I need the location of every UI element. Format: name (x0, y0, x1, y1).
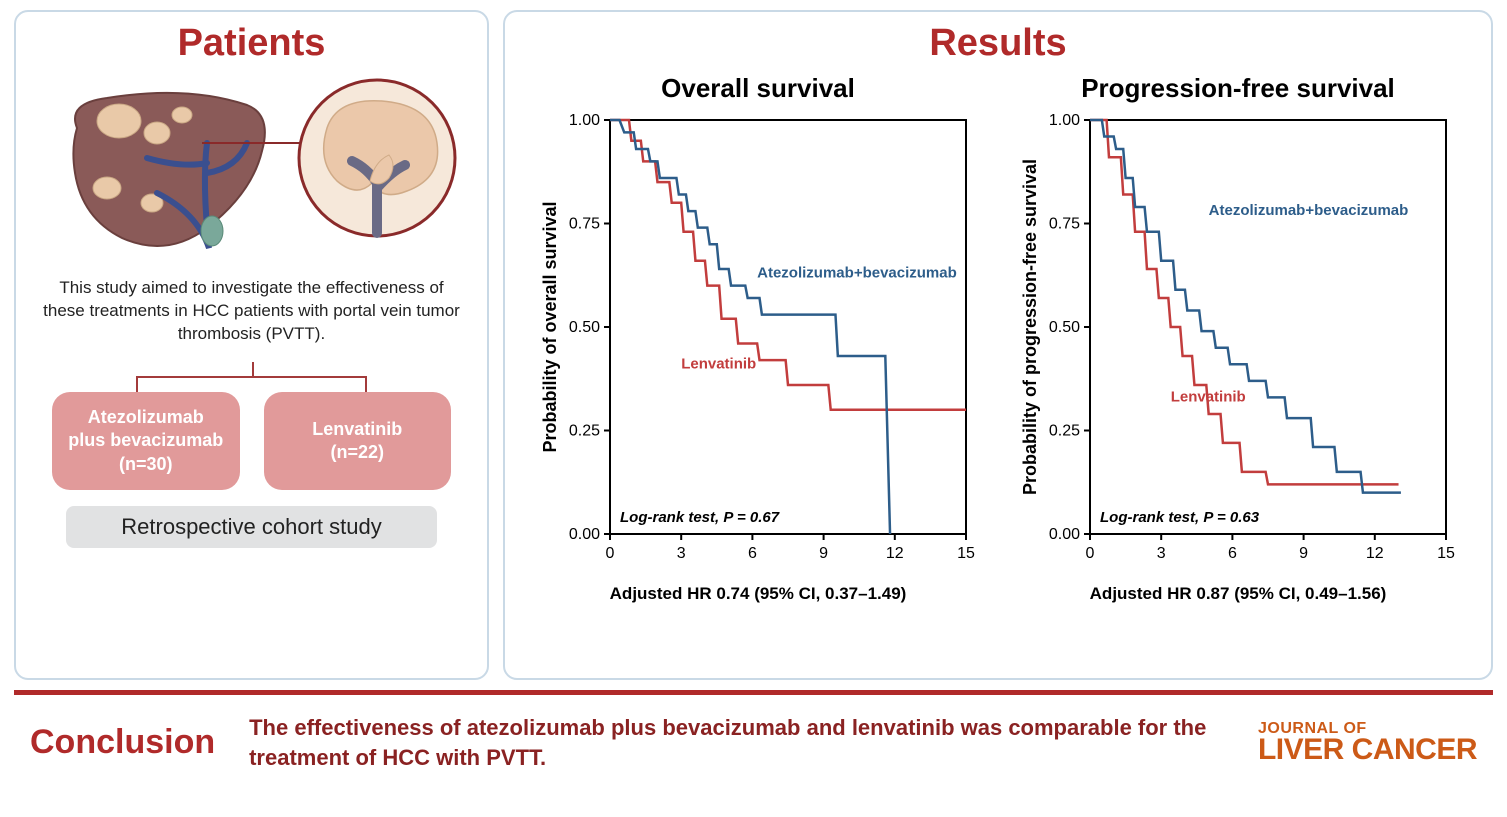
charts-row: Overall survival 0.00 0.25 0.50 0.75 1.00 0 3 6… (523, 73, 1473, 664)
svg-text:15: 15 (1437, 545, 1455, 562)
arm-bracket (36, 362, 467, 392)
patients-title: Patients (178, 22, 326, 65)
results-title: Results (929, 22, 1066, 65)
km-chart-pfs: 0.00 0.25 0.50 0.75 1.00 0 3 6 9 12 15 Probability … (1018, 110, 1458, 580)
svg-text:Lenvatinib: Lenvatinib (681, 355, 756, 372)
journal-logo: JOURNAL OF LIVER CANCER (1258, 721, 1477, 765)
arm-row: Atezolizumab plus bevacizumab (n=30) Len… (36, 392, 467, 490)
svg-text:12: 12 (886, 545, 904, 562)
svg-text:0.50: 0.50 (569, 319, 600, 336)
hr-pfs: Adjusted HR 0.87 (95% CI, 0.49–1.56) (1090, 584, 1387, 604)
chart-title-os: Overall survival (661, 73, 855, 104)
svg-text:Probability of progression-fre: Probability of progression-free survival (1020, 159, 1040, 495)
svg-text:3: 3 (677, 545, 686, 562)
svg-text:Probability of overall surviva: Probability of overall survival (540, 201, 560, 452)
arm2-l1: Lenvatinib (274, 418, 442, 441)
hr-os: Adjusted HR 0.74 (95% CI, 0.37–1.49) (610, 584, 907, 604)
svg-text:0.00: 0.00 (1049, 526, 1080, 543)
chart-col-os: Overall survival 0.00 0.25 0.50 0.75 1.00 0 3 6… (523, 73, 993, 664)
svg-text:15: 15 (957, 545, 975, 562)
svg-text:0.25: 0.25 (1049, 423, 1080, 440)
svg-text:0.00: 0.00 (569, 526, 600, 543)
svg-text:Log-rank test, P = 0.67: Log-rank test, P = 0.67 (620, 509, 780, 526)
study-type: Retrospective cohort study (66, 506, 437, 548)
patients-panel: Patients (14, 10, 489, 680)
svg-text:Atezolizumab+bevacizumab: Atezolizumab+bevacizumab (757, 264, 957, 281)
svg-text:9: 9 (819, 545, 828, 562)
svg-text:1.00: 1.00 (1049, 112, 1080, 129)
main-row: Patients (0, 0, 1507, 680)
svg-text:Log-rank test, P = 0.63: Log-rank test, P = 0.63 (1100, 509, 1260, 526)
svg-text:Lenvatinib: Lenvatinib (1171, 389, 1246, 406)
svg-text:6: 6 (748, 545, 757, 562)
chart-title-pfs: Progression-free survival (1081, 73, 1395, 104)
liver-illustration (36, 73, 467, 273)
conclusion-label: Conclusion (30, 723, 215, 762)
svg-text:0.75: 0.75 (569, 216, 600, 233)
svg-text:9: 9 (1299, 545, 1308, 562)
svg-text:1.00: 1.00 (569, 112, 600, 129)
svg-text:3: 3 (1157, 545, 1166, 562)
svg-text:6: 6 (1228, 545, 1237, 562)
arm1-n: (n=30) (119, 454, 173, 474)
journal-bot: LIVER CANCER (1258, 736, 1477, 765)
results-panel: Results Overall survival 0.00 0.25 0.50 0.7… (503, 10, 1493, 680)
arm2-n: (n=22) (274, 441, 442, 464)
study-description: This study aimed to investigate the effe… (36, 277, 467, 346)
svg-text:0: 0 (606, 545, 615, 562)
svg-text:0: 0 (1086, 545, 1095, 562)
chart-col-pfs: Progression-free survival 0.000.250.500.… (1003, 73, 1473, 664)
arm1-l1: Atezolizumab (88, 407, 204, 427)
svg-text:12: 12 (1366, 545, 1384, 562)
footer-row: Conclusion The effectiveness of atezoliz… (0, 695, 1507, 772)
svg-text:Atezolizumab+bevacizumab: Atezolizumab+bevacizumab (1209, 202, 1409, 219)
km-chart-os: 0.00 0.25 0.50 0.75 1.00 0 3 6 9 12 15 Probability … (538, 110, 978, 580)
svg-text:0.25: 0.25 (569, 423, 600, 440)
arm-box-atezo: Atezolizumab plus bevacizumab (n=30) (52, 392, 240, 490)
arm-box-lenva: Lenvatinib (n=22) (264, 392, 452, 490)
svg-text:0.50: 0.50 (1049, 319, 1080, 336)
arm1-l2: plus bevacizumab (68, 430, 223, 450)
conclusion-text: The effectiveness of atezolizumab plus b… (249, 713, 1224, 772)
svg-text:0.75: 0.75 (1049, 216, 1080, 233)
